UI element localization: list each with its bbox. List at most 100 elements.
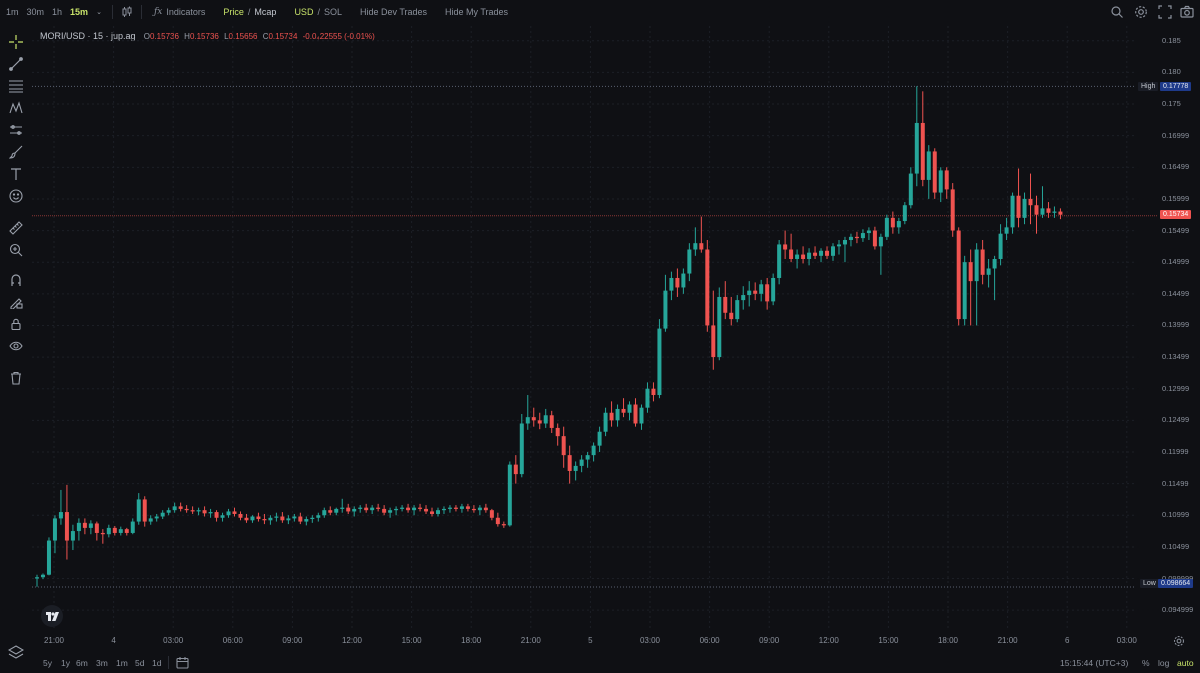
candle-body [633, 404, 638, 424]
text-tool-icon[interactable] [6, 164, 26, 184]
price-tick-label: 0.13999 [1162, 320, 1190, 330]
candle [872, 226, 877, 250]
timeframe-1m[interactable]: 1m [6, 7, 19, 17]
candle [765, 277, 770, 310]
candle-body [711, 325, 716, 358]
symbol-title[interactable]: MORI/USD · 15 · jup.ag [40, 31, 136, 41]
slash: / [247, 7, 251, 17]
search-tools-icon[interactable] [1110, 5, 1124, 24]
lock-drawing-icon[interactable] [6, 292, 26, 312]
candle-body [166, 510, 171, 513]
clock[interactable]: 15:15:44 (UTC+3) [1060, 658, 1129, 668]
drawing-toolbar [0, 28, 32, 588]
timeframe-1h[interactable]: 1h [52, 7, 63, 17]
close-value: 0.15734 [268, 32, 298, 41]
candle-body [382, 508, 387, 513]
sol-label: SOL [323, 7, 342, 17]
high-tag-label: High [1138, 82, 1159, 91]
candle-body [100, 532, 105, 535]
range-5d[interactable]: 5d [135, 658, 145, 668]
candle-body [441, 508, 446, 511]
candle [567, 445, 572, 484]
candle [878, 233, 883, 275]
tradingview-logo[interactable] [41, 605, 63, 627]
auto-toggle[interactable]: auto [1177, 658, 1194, 668]
candle [214, 510, 219, 522]
candle [657, 319, 662, 399]
candle-body [35, 577, 39, 579]
candle [430, 507, 435, 517]
candle-body [597, 431, 602, 446]
ruler-icon[interactable] [6, 218, 26, 238]
candle-body [645, 388, 650, 408]
projection-icon[interactable] [6, 120, 26, 140]
trend-line-icon[interactable] [6, 54, 26, 74]
pattern-icon[interactable] [6, 98, 26, 118]
candle [220, 512, 225, 522]
candle-body [962, 262, 967, 320]
percent-toggle[interactable]: % [1142, 658, 1150, 668]
candle-body [268, 517, 273, 521]
price-tick-label: 0.094999 [1162, 605, 1194, 615]
calendar-icon[interactable] [176, 656, 189, 671]
indicators-button[interactable]: ƒx Indicators [154, 7, 205, 17]
log-toggle[interactable]: log [1158, 658, 1170, 668]
brush-icon[interactable] [6, 142, 26, 162]
fullscreen-icon[interactable] [1158, 5, 1172, 24]
candle [537, 412, 542, 430]
crosshair-icon[interactable] [6, 32, 26, 52]
trash-icon[interactable] [6, 368, 26, 388]
emoji-icon[interactable] [6, 186, 26, 206]
range-6m[interactable]: 6m [76, 658, 88, 668]
price-tick-label: 0.12999 [1162, 383, 1190, 393]
hide-dev-trades-button[interactable]: Hide Dev Trades [359, 7, 428, 17]
candles-icon[interactable] [121, 6, 133, 18]
candle [232, 507, 237, 517]
candle [166, 507, 171, 516]
candle [819, 248, 824, 263]
candle-body [298, 516, 303, 522]
candle [1052, 206, 1057, 218]
magnet-icon[interactable] [6, 270, 26, 290]
usd-sol-toggle[interactable]: USD / SOL [294, 7, 342, 17]
camera-icon[interactable] [1180, 5, 1194, 24]
candle [424, 505, 429, 514]
candle [244, 513, 249, 523]
price-tick-label: 0.12499 [1162, 415, 1190, 425]
candle-body [926, 151, 931, 180]
range-1d[interactable]: 1d [152, 658, 162, 668]
candle-body [872, 230, 877, 247]
settings-icon[interactable] [1134, 5, 1148, 24]
zoom-in-icon[interactable] [6, 240, 26, 260]
timeframe-30m[interactable]: 30m [26, 7, 45, 17]
range-3m[interactable]: 3m [96, 658, 108, 668]
candle-body [124, 529, 129, 533]
eye-icon[interactable] [6, 336, 26, 356]
lock-icon[interactable] [6, 314, 26, 334]
range-1m[interactable]: 1m [116, 658, 128, 668]
fib-retracement-icon[interactable] [6, 76, 26, 96]
layers-icon[interactable] [7, 645, 25, 664]
price-tick-label: 0.180 [1162, 67, 1181, 77]
range-5y[interactable]: 5y [43, 658, 52, 668]
candle [1040, 186, 1045, 218]
candle-body [483, 507, 488, 511]
candle [932, 148, 937, 199]
low-tag-value: 0.098664 [1158, 579, 1194, 588]
timeframe-15m[interactable]: 15m [70, 7, 89, 17]
time-tick-label: 21:00 [43, 636, 65, 645]
candle-body [1004, 227, 1009, 234]
chevron-down-icon[interactable]: ⌄ [96, 9, 102, 16]
price-tick-label: 0.16499 [1162, 162, 1190, 172]
candle-body [238, 513, 243, 518]
range-1y[interactable]: 1y [61, 658, 70, 668]
candle-body [513, 464, 518, 475]
candle [124, 527, 129, 536]
candle [447, 505, 452, 513]
price-mcap-toggle[interactable]: Price / Mcap [223, 7, 276, 17]
candle [693, 227, 698, 256]
axis-settings-icon[interactable] [1173, 634, 1185, 652]
hide-my-trades-button[interactable]: Hide My Trades [445, 7, 509, 17]
candle-body [956, 230, 961, 320]
